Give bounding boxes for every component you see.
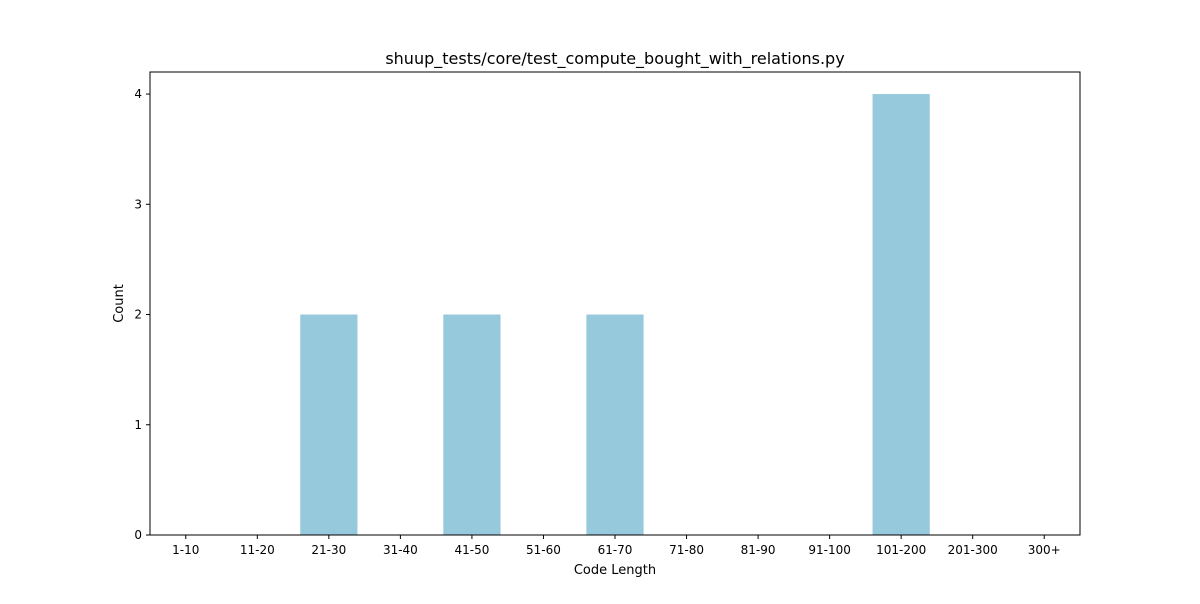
y-tick-label: 2 (134, 308, 142, 322)
bar-21-30 (300, 314, 358, 535)
y-tick-label: 4 (134, 87, 142, 101)
y-ticks-group: 0 1 2 3 4 (134, 87, 150, 542)
bar-41-50 (443, 314, 501, 535)
x-axis-label: Code Length (574, 563, 656, 578)
x-tick-label: 41-50 (454, 543, 489, 557)
x-tick-label: 61-70 (598, 543, 633, 557)
chart-title: shuup_tests/core/test_compute_bought_wit… (385, 49, 844, 69)
bar-101-200 (872, 94, 930, 536)
x-tick-label: 91-100 (808, 543, 851, 557)
x-tick-label: 11-20 (240, 543, 275, 557)
x-tick-label: 21-30 (311, 543, 346, 557)
x-tick-label: 201-300 (948, 543, 998, 557)
x-tick-label: 81-90 (741, 543, 776, 557)
y-tick-label: 1 (134, 418, 142, 432)
x-tick-label: 51-60 (526, 543, 561, 557)
x-tick-label: 1-10 (172, 543, 199, 557)
x-tick-label: 31-40 (383, 543, 418, 557)
bar-61-70 (586, 314, 644, 535)
x-tick-label: 300+ (1028, 543, 1061, 557)
x-ticks-group: 1-10 11-20 21-30 31-40 41-50 51-60 61-70 71-80 8… (172, 535, 1061, 557)
bars-group (300, 94, 930, 536)
x-tick-label: 71-80 (669, 543, 704, 557)
x-tick-label: 101-200 (876, 543, 926, 557)
y-tick-label: 0 (134, 528, 142, 542)
y-tick-label: 3 (134, 197, 142, 211)
y-axis-label: Count (112, 284, 127, 323)
